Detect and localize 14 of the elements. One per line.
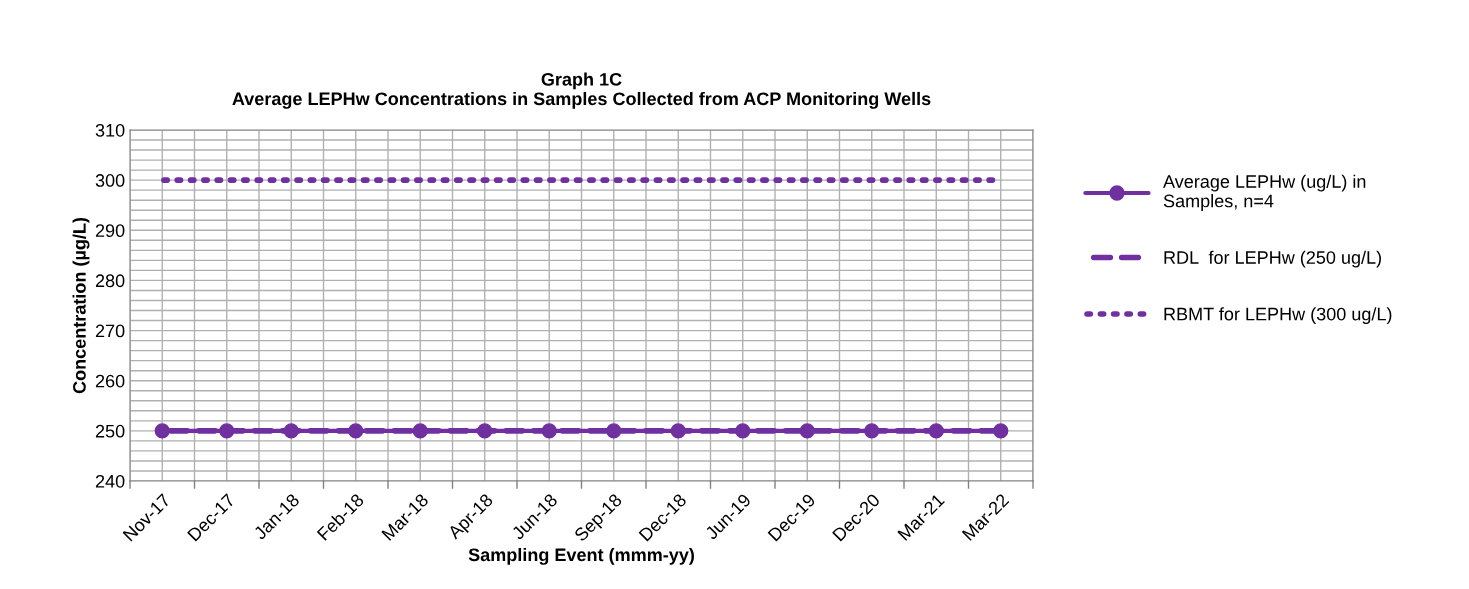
chart-title: Graph 1C Average LEPHw Concentrations in Samples Collected from ACP Monitoring Wells [232, 72, 931, 109]
y-tick-label: 280 [95, 274, 125, 288]
y-tick-label: 240 [95, 474, 125, 488]
y-tick-label: 250 [95, 424, 125, 438]
y-tick-label: 290 [95, 224, 125, 238]
legend-label: RDL for LEPHw (250 ug/L) [1164, 250, 1381, 268]
y-tick-label: 310 [95, 123, 125, 137]
x-axis-title: Sampling Event (mmm-yy) [468, 547, 694, 565]
legend-label: RBMT for LEPHw (300 ug/L) [1164, 307, 1392, 325]
y-tick-label: 270 [95, 324, 125, 338]
y-tick-label: 300 [95, 174, 125, 187]
y-axis-title: Concentration (µg/L) [72, 217, 90, 394]
y-tick-label: 260 [95, 374, 125, 388]
legend-label: Average LEPHw (ug/L) in Samples, n=4 [1163, 174, 1366, 211]
